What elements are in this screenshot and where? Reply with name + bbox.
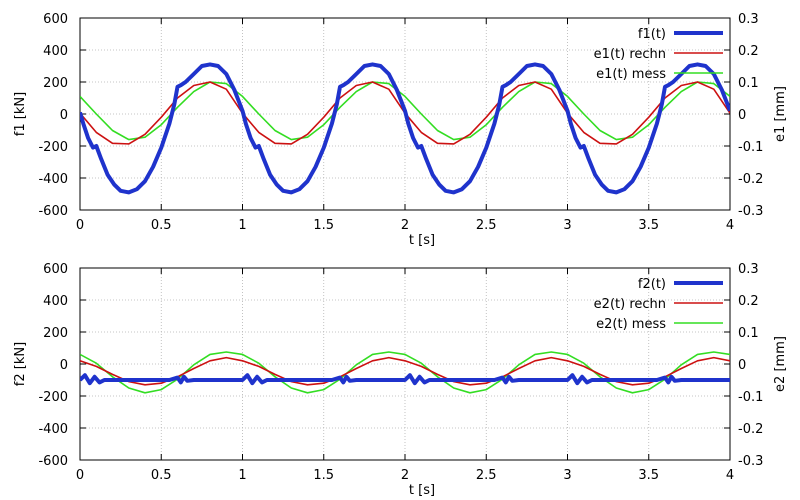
x-tick-label: 2 [401,468,409,483]
series-line-2 [80,356,730,386]
y-tick-label-right: 0.3 [738,12,759,27]
y-tick-label-right: 0.2 [738,44,759,59]
y-tick-label-left: 600 [43,12,68,27]
x-axis-label: t [s] [409,483,435,498]
x-tick-label: 0 [76,468,84,483]
legend-label-3: e2(t) mess [596,317,666,332]
x-tick-label: 1 [238,218,246,233]
y-tick-label-left: 600 [43,262,68,277]
y-tick-label-right: -0.2 [738,172,763,187]
x-tick-label: 3.5 [638,218,659,233]
y-axis-label-left: f2 [kN] [13,342,28,386]
y-tick-label-right: 0.1 [738,76,759,91]
x-tick-label: 0.5 [151,468,172,483]
y-tick-label-right: -0.3 [738,454,763,469]
legend-label-1: f1(t) [638,27,666,42]
chart-1: 0 0.5 1 1.5 2 2.5 3 3.5 4 -600 -400 -200 0 200 400 600 -… [13,12,788,248]
y-tick-label-right: -0.1 [738,140,763,155]
x-tick-label: 4 [726,468,734,483]
y-tick-label-left: -400 [38,422,68,437]
x-tick-label: 4 [726,218,734,233]
series-line-3 [80,81,730,141]
x-tick-label: 0.5 [151,218,172,233]
x-tick-label: 3.5 [638,468,659,483]
x-tick-label: 1.5 [313,218,334,233]
x-tick-label: 0 [76,218,84,233]
y-tick-label-right: 0.2 [738,294,759,309]
x-tick-label: 3 [563,218,571,233]
y-tick-label-left: -400 [38,172,68,187]
y-tick-label-left: 200 [43,326,68,341]
y-tick-label-left: 400 [43,44,68,59]
y-axis-label-right: e2 [mm] [773,336,788,392]
y-axis-label-right: e1 [mm] [773,86,788,142]
legend-label-2: e2(t) rechn [594,297,666,312]
y-tick-label-left: 200 [43,76,68,91]
legend-label-3: e1(t) mess [596,67,666,82]
x-tick-label: 3 [563,468,571,483]
x-tick-label: 2.5 [476,468,497,483]
y-tick-label-left: -200 [38,390,68,405]
series-line-1 [80,62,730,195]
y-axis-label-left: f1 [kN] [13,92,28,136]
series-line-3 [80,351,730,394]
x-tick-label: 1.5 [313,468,334,483]
y-tick-label-left: -200 [38,140,68,155]
y-tick-label-left: -600 [38,204,68,219]
y-tick-label-right: -0.2 [738,422,763,437]
legend-label-2: e1(t) rechn [594,47,666,62]
y-tick-label-right: 0.1 [738,326,759,341]
x-tick-label: 1 [238,468,246,483]
y-tick-label-right: 0 [738,358,746,373]
y-tick-label-right: -0.1 [738,390,763,405]
chart-2: 0 0.5 1 1.5 2 2.5 3 3.5 4 -600 -400 -200 0 200 400 600 -… [13,262,788,498]
y-tick-label-left: 400 [43,294,68,309]
y-tick-label-right: 0.3 [738,262,759,277]
y-tick-label-left: -600 [38,454,68,469]
legend-label-1: f2(t) [638,277,666,292]
series-line-1 [80,373,730,386]
y-tick-label-left: 0 [60,108,68,123]
x-tick-label: 2.5 [476,218,497,233]
x-tick-label: 2 [401,218,409,233]
y-tick-label-right: -0.3 [738,204,763,219]
x-axis-label: t [s] [409,233,435,248]
y-tick-label-right: 0 [738,108,746,123]
y-tick-label-left: 0 [60,358,68,373]
